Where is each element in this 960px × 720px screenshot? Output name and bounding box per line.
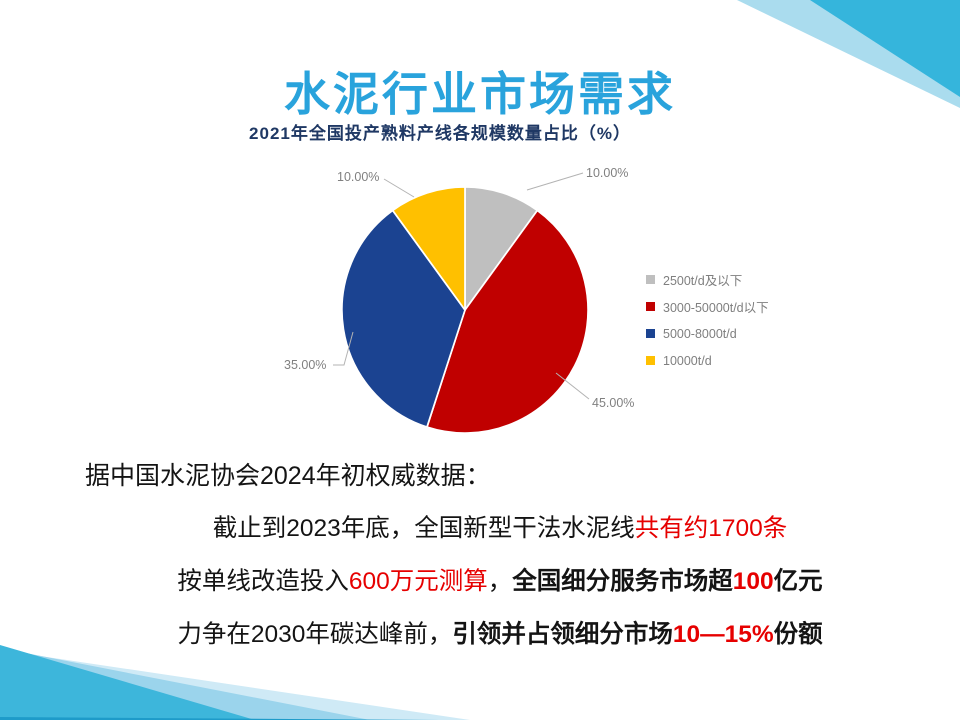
legend-label: 10000t/d <box>663 353 712 368</box>
annotation-segment: 引领并占领细分市场 <box>452 621 673 648</box>
pie-data-label-red: 45.00% <box>592 396 635 410</box>
legend-label: 3000-50000t/d以下 <box>663 301 769 315</box>
annotation-segment: 600万元测算 <box>348 568 488 595</box>
legend-swatch-icon <box>646 302 655 311</box>
legend-item: 5000-8000t/d <box>646 320 769 347</box>
annotation-segment: 按单线改造投入 <box>177 568 349 595</box>
annotation-block: 据中国水泥协会2024年初权威数据： 截止到2023年底，全国新型干法水泥线共有… <box>80 461 920 673</box>
pie-slice-2 <box>341 209 466 428</box>
legend-item: 2500t/d及以下 <box>646 266 769 293</box>
annotation-segment: 10—15% <box>672 621 774 648</box>
chart-title: 2021年全国投产熟料产线各规模数量占比（%） <box>249 124 631 143</box>
pie-data-label-gray: 10.00% <box>586 166 629 180</box>
annotation-segment: 份额 <box>773 621 823 648</box>
annotation-segment: 力争在2030年碳达峰前， <box>177 621 453 648</box>
annotation-intro: 据中国水泥协会2024年初权威数据： <box>85 462 491 490</box>
annotation-line: 按单线改造投入600万元测算，全国细分服务市场超100亿元 <box>80 567 920 597</box>
annotation-segment: 共有约1700条 <box>634 515 788 542</box>
pie-slice-1 <box>426 209 589 434</box>
pie-slice-3 <box>391 186 466 311</box>
pie-chart <box>341 186 589 434</box>
legend-item: 10000t/d <box>646 347 769 374</box>
annotation-segment: 截止到2023年底，全国新型干法水泥线 <box>212 515 635 542</box>
pie-slice-0 <box>464 186 539 311</box>
annotation-segment: 亿元 <box>773 568 823 595</box>
legend-label: 5000-8000t/d <box>663 326 737 341</box>
pie-data-label-blue: 35.00% <box>284 358 327 372</box>
annotation-line: 力争在2030年碳达峰前，引领并占领细分市场10—15%份额 <box>80 620 920 650</box>
slide-title: 水泥行业市场需求 <box>284 68 676 120</box>
annotation-segment: ， <box>487 568 513 595</box>
legend-item: 3000-50000t/d以下 <box>646 293 769 320</box>
legend-label: 2500t/d及以下 <box>663 274 743 288</box>
chart-legend: 2500t/d及以下 3000-50000t/d以下 5000-8000t/d … <box>646 266 769 374</box>
annotation-segment: 全国细分服务市场超 <box>512 568 733 595</box>
legend-swatch-icon <box>646 356 655 365</box>
pie-data-label-yellow: 10.00% <box>337 170 380 184</box>
legend-swatch-icon <box>646 275 655 284</box>
annotation-segment: 100 <box>732 568 774 595</box>
annotation-line: 截止到2023年底，全国新型干法水泥线共有约1700条 <box>80 514 920 544</box>
legend-swatch-icon <box>646 329 655 338</box>
